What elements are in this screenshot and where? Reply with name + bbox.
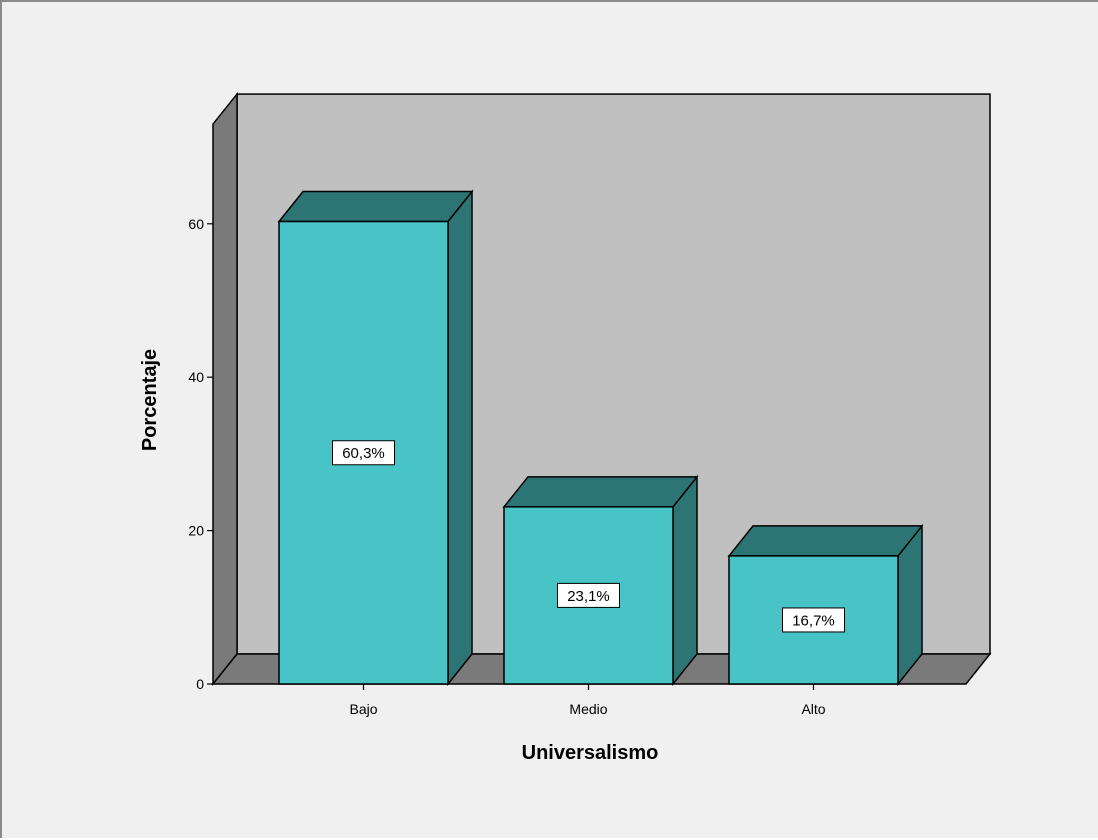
- data-label-box: [332, 440, 395, 466]
- data-label: 60,3%: [342, 445, 385, 462]
- side-wall: [212, 91, 238, 687]
- data-label-box: [782, 607, 845, 633]
- data-label: 23,1%: [567, 588, 610, 605]
- bar-group: 60,3%: [277, 189, 474, 687]
- bar-top: [277, 190, 474, 223]
- y-tick-label: 0: [196, 676, 204, 692]
- bar-side: [672, 474, 698, 687]
- x-axis-title: Universalismo: [522, 742, 659, 764]
- x-tick-label: Alto: [801, 701, 825, 717]
- y-axis: 0 20 40 60: [188, 216, 213, 692]
- y-tick-label: 60: [188, 216, 204, 232]
- bar-top: [502, 476, 699, 508]
- x-tick-label: Medio: [569, 701, 607, 717]
- bars: 60,3% 23,1% 16,7%: [277, 189, 924, 687]
- x-tick-label: Bajo: [349, 701, 377, 717]
- y-axis-title: Porcentaje: [139, 349, 161, 451]
- bar-side: [447, 189, 473, 687]
- data-label: 16,7%: [792, 612, 835, 629]
- x-axis: Bajo Medio Alto: [349, 684, 826, 717]
- y-tick-label: 20: [188, 523, 204, 539]
- y-tick-label: 40: [188, 369, 204, 385]
- data-label-box: [557, 582, 620, 608]
- bar-top: [727, 525, 924, 557]
- bar-group: 16,7%: [727, 523, 924, 687]
- bar-group: 23,1%: [502, 474, 699, 687]
